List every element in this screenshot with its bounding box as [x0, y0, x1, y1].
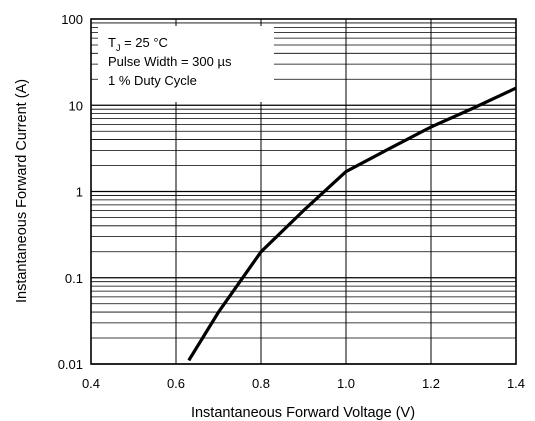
x-tick-label: 0.8 — [252, 376, 270, 391]
y-tick-label: 1 — [76, 185, 83, 200]
x-axis-label: Instantaneous Forward Voltage (V) — [191, 405, 415, 421]
x-tick-label: 1.4 — [507, 376, 525, 391]
annotation-tj: TJ = 25 °C — [108, 35, 168, 53]
plot-frame — [90, 18, 517, 365]
y-axis-label: Instantaneous Forward Current (A) — [14, 79, 30, 303]
y-tick-label: 10 — [69, 98, 83, 113]
x-tick-label: 1.2 — [422, 376, 440, 391]
annotation-pulse-width: Pulse Width = 300 µs — [108, 54, 232, 69]
x-tick-label: 0.4 — [82, 376, 100, 391]
y-tick-label: 100 — [61, 12, 83, 27]
series-group — [187, 86, 517, 362]
annotation-duty-cycle: 1 % Duty Cycle — [108, 73, 197, 88]
x-tick-label: 1.0 — [337, 376, 355, 391]
series-line — [187, 86, 517, 362]
x-tick-label: 0.6 — [167, 376, 185, 391]
x-tick-labels: 0.4 0.6 0.8 1.0 1.2 1.4 — [82, 376, 525, 391]
y-tick-label: 0.1 — [65, 271, 83, 286]
y-tick-labels: 0.01 0.1 1 10 100 — [58, 12, 83, 372]
annotation-background — [98, 26, 274, 102]
y-tick-label: 0.01 — [58, 357, 83, 372]
annotation-box: TJ = 25 °C Pulse Width = 300 µs 1 % Duty… — [98, 26, 274, 102]
